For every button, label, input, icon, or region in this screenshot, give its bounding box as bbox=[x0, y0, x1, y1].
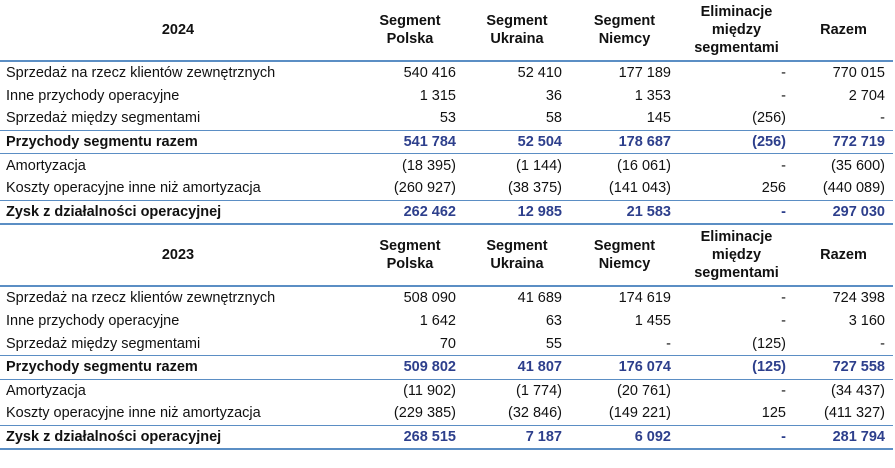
table-row: Koszty operacyjne inne niż amortyzacja (… bbox=[0, 177, 893, 201]
col-segment-niemcy: Segment Niemcy bbox=[593, 238, 656, 273]
table-row: Sprzedaż między segmentami 53 58 145 (25… bbox=[0, 107, 893, 131]
col-eliminacje: Eliminacje między segmentami bbox=[694, 4, 779, 56]
table-row: Amortyzacja (18 395) (1 144) (16 061) - … bbox=[6, 157, 885, 174]
block-2023: 2023 Segment Polska Segment Ukraina Segm… bbox=[0, 223, 893, 451]
col-razem: Razem bbox=[820, 247, 867, 264]
year-heading: 2024 bbox=[161, 22, 195, 38]
block-2024: 2024 Segment Polska Segment Ukraina Segm… bbox=[0, 0, 893, 223]
table-row: Sprzedaż na rzecz klientów zewnętrznych … bbox=[6, 65, 885, 82]
operating-profit-row: Zysk z działalności operacyjnej 268 515 … bbox=[0, 426, 893, 451]
table-row: Koszty operacyjne inne niż amortyzacja (… bbox=[0, 402, 893, 426]
operating-profit-row: Zysk z działalności operacyjnej 262 462 … bbox=[6, 203, 885, 220]
col-eliminacje: Eliminacje między segmentami bbox=[694, 229, 779, 282]
revenue-total-row: Przychody segmentu razem 541 784 52 504 … bbox=[0, 131, 893, 155]
year-heading: 2023 bbox=[161, 247, 195, 264]
table-row: Inne przychody operacyjne 1 642 63 1 455… bbox=[6, 313, 885, 330]
segment-results-table: 2024 Segment Polska Segment Ukraina Segm… bbox=[0, 0, 893, 451]
col-segment-ukraina: Segment Ukraina bbox=[486, 238, 548, 273]
col-razem: Razem bbox=[820, 22, 867, 38]
table-row: Sprzedaż na rzecz klientów zewnętrznych … bbox=[6, 290, 885, 307]
col-segment-niemcy: Segment Niemcy bbox=[593, 13, 656, 47]
table-row: Sprzedaż między segmentami 70 55 - (125)… bbox=[0, 332, 893, 356]
table-row: Inne przychody operacyjne 1 315 36 1 353… bbox=[6, 87, 885, 104]
table-header: 2024 Segment Polska Segment Ukraina Segm… bbox=[0, 0, 893, 62]
table-row: Amortyzacja (11 902) (1 774) (20 761) - … bbox=[6, 382, 885, 399]
revenue-total-row: Przychody segmentu razem 509 802 41 807 … bbox=[0, 356, 893, 380]
table-header: 2023 Segment Polska Segment Ukraina Segm… bbox=[0, 223, 893, 288]
col-segment-ukraina: Segment Ukraina bbox=[486, 13, 548, 47]
col-segment-polska: Segment Polska bbox=[379, 13, 441, 47]
col-segment-polska: Segment Polska bbox=[379, 238, 441, 273]
